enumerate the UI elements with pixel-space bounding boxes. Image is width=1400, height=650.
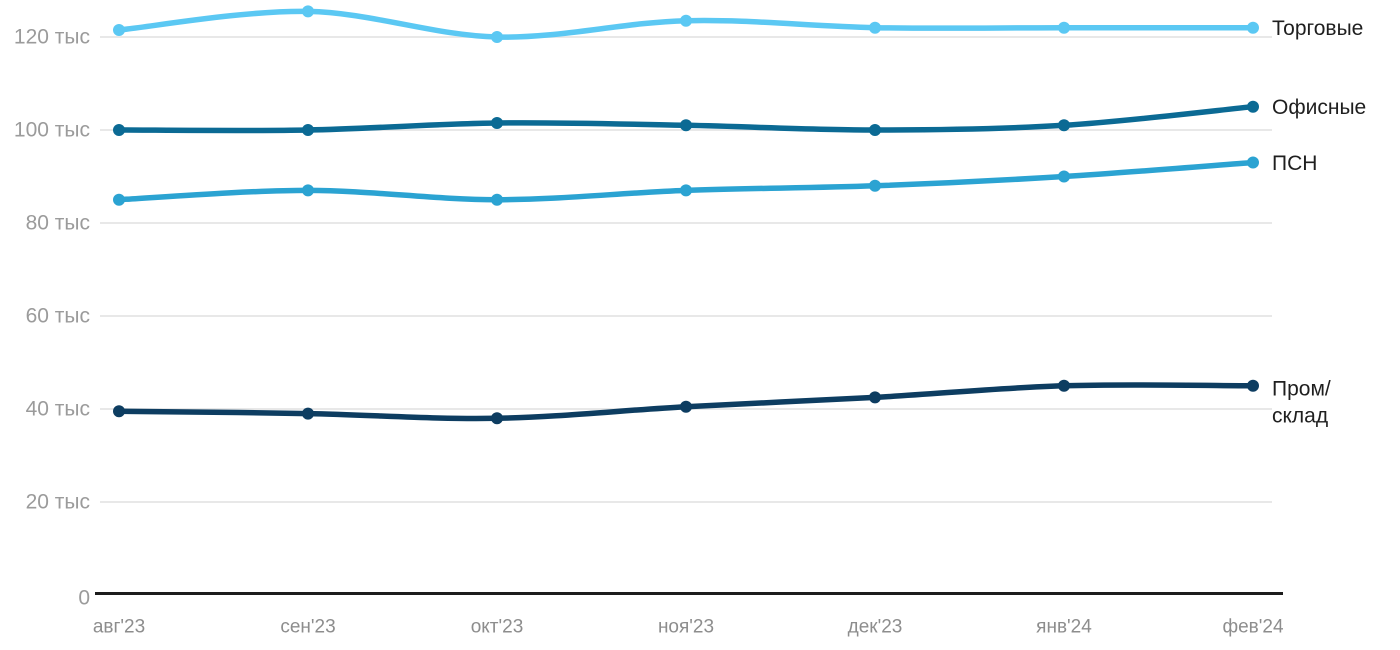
data-point — [869, 391, 881, 404]
data-point — [1058, 119, 1070, 132]
y-axis-label: 20 тыс — [26, 491, 90, 514]
data-point — [869, 179, 881, 192]
data-point — [491, 31, 503, 43]
data-point — [302, 124, 314, 136]
data-point — [1247, 21, 1259, 34]
x-axis-label: фев'24 — [1222, 617, 1283, 638]
data-point — [1058, 21, 1070, 34]
y-axis-label: 60 тыс — [26, 305, 90, 328]
series-label: Офисные — [1272, 96, 1366, 119]
y-axis-label: 100 тыс — [14, 119, 90, 142]
data-point — [113, 124, 125, 136]
series-label: Пром/ — [1272, 377, 1331, 400]
data-point — [302, 184, 314, 197]
x-axis-label: ноя'23 — [658, 617, 714, 638]
x-axis-label: янв'24 — [1036, 617, 1092, 638]
data-point — [491, 117, 503, 129]
data-point — [1247, 379, 1259, 392]
data-point — [302, 407, 314, 420]
data-point — [113, 405, 125, 418]
x-axis-label: авг'23 — [93, 617, 145, 638]
data-point — [113, 193, 125, 206]
y-axis-label: 0 — [78, 587, 90, 610]
data-point — [1058, 379, 1070, 392]
y-axis-label: 80 тыс — [26, 212, 90, 235]
data-point — [869, 21, 881, 34]
data-point — [680, 184, 692, 197]
series-label: склад — [1272, 404, 1328, 427]
x-axis-label: сен'23 — [280, 617, 335, 638]
x-axis-label: окт'23 — [471, 617, 524, 638]
data-point — [302, 5, 314, 18]
series-label: ПСН — [1272, 152, 1317, 175]
data-point — [491, 412, 503, 425]
data-point — [869, 124, 881, 136]
data-point — [113, 24, 125, 36]
series-label: Торговые — [1272, 17, 1363, 40]
data-point — [680, 400, 692, 413]
data-point — [1058, 170, 1070, 183]
data-point — [680, 14, 692, 27]
y-axis-label: 120 тыс — [14, 26, 90, 49]
data-point — [491, 193, 503, 206]
x-axis-label: дек'23 — [848, 617, 903, 638]
y-axis-label: 40 тыс — [26, 398, 90, 421]
data-point — [680, 119, 692, 132]
data-point — [1247, 100, 1259, 113]
data-point — [1247, 156, 1259, 169]
